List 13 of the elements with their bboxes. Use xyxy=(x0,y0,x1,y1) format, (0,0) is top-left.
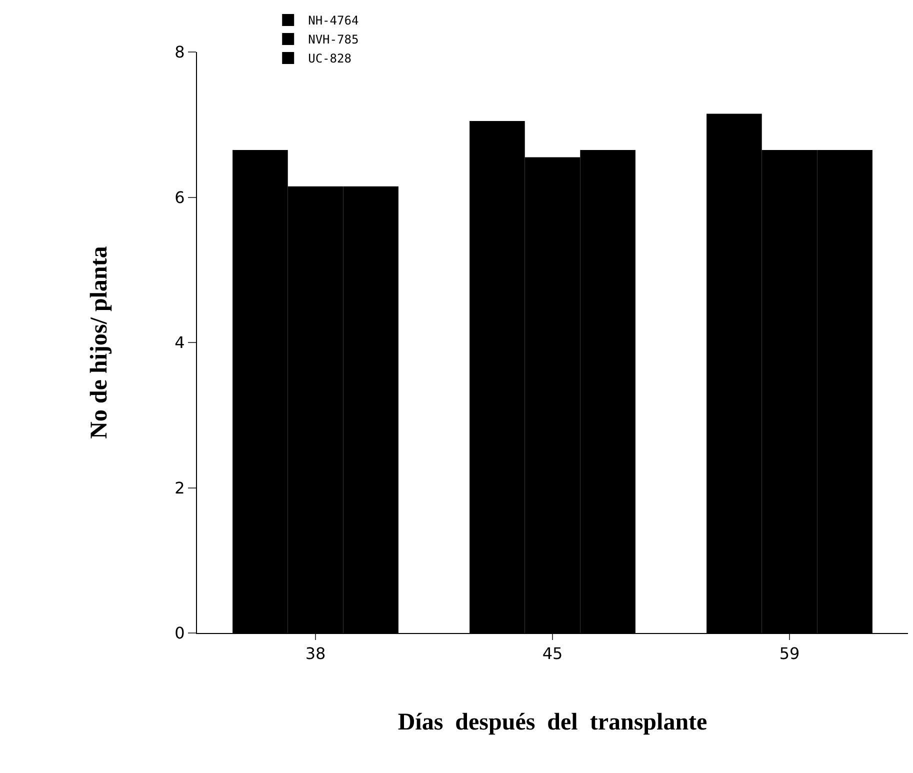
x-axis-title: Días después del transplante xyxy=(398,710,708,736)
y-tick-label: 0 xyxy=(174,624,185,643)
legend-label: UC-828 xyxy=(308,52,352,66)
x-tick-label: 59 xyxy=(779,644,800,664)
y-tick-label: 6 xyxy=(174,188,185,207)
x-tick-label: 38 xyxy=(305,644,326,664)
y-tick-label: 8 xyxy=(174,42,185,62)
legend-label: NVH-785 xyxy=(308,32,359,47)
legend-label: NH-4764 xyxy=(308,14,359,28)
y-tick-label: 4 xyxy=(174,333,185,352)
x-tick-label: 45 xyxy=(542,644,563,664)
y-axis-title: No de hijos/ planta xyxy=(86,246,113,439)
y-tick-label: 2 xyxy=(174,478,185,498)
